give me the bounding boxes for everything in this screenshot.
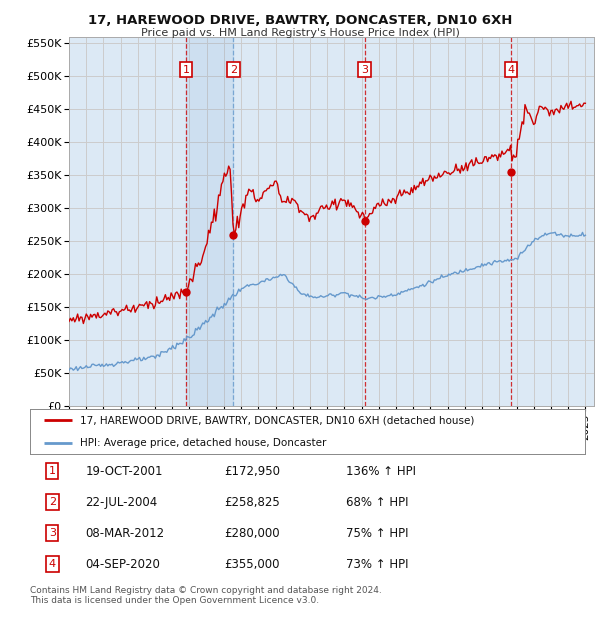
Text: 17, HAREWOOD DRIVE, BAWTRY, DONCASTER, DN10 6XH: 17, HAREWOOD DRIVE, BAWTRY, DONCASTER, D… [88,14,512,27]
Text: 17, HAREWOOD DRIVE, BAWTRY, DONCASTER, DN10 6XH (detached house): 17, HAREWOOD DRIVE, BAWTRY, DONCASTER, D… [80,415,475,425]
Text: Price paid vs. HM Land Registry's House Price Index (HPI): Price paid vs. HM Land Registry's House … [140,28,460,38]
Text: 19-OCT-2001: 19-OCT-2001 [86,465,163,477]
Text: 73% ↑ HPI: 73% ↑ HPI [346,558,409,570]
Text: 2: 2 [49,497,56,507]
Text: £258,825: £258,825 [224,496,280,508]
Text: 08-MAR-2012: 08-MAR-2012 [86,527,164,539]
Text: 75% ↑ HPI: 75% ↑ HPI [346,527,409,539]
Text: 1: 1 [49,466,56,476]
Text: Contains HM Land Registry data © Crown copyright and database right 2024.
This d: Contains HM Land Registry data © Crown c… [30,586,382,605]
Text: 1: 1 [182,64,190,74]
Text: 22-JUL-2004: 22-JUL-2004 [86,496,158,508]
Text: 3: 3 [49,528,56,538]
Text: £280,000: £280,000 [224,527,280,539]
Bar [186,37,233,406]
Text: 68% ↑ HPI: 68% ↑ HPI [346,496,409,508]
Text: 2: 2 [230,64,237,74]
Text: 4: 4 [49,559,56,569]
Text: 04-SEP-2020: 04-SEP-2020 [86,558,160,570]
Text: 3: 3 [361,64,368,74]
Text: £172,950: £172,950 [224,465,280,477]
Text: 4: 4 [507,64,514,74]
Text: 136% ↑ HPI: 136% ↑ HPI [346,465,416,477]
Text: HPI: Average price, detached house, Doncaster: HPI: Average price, detached house, Donc… [80,438,326,448]
Text: £355,000: £355,000 [224,558,280,570]
